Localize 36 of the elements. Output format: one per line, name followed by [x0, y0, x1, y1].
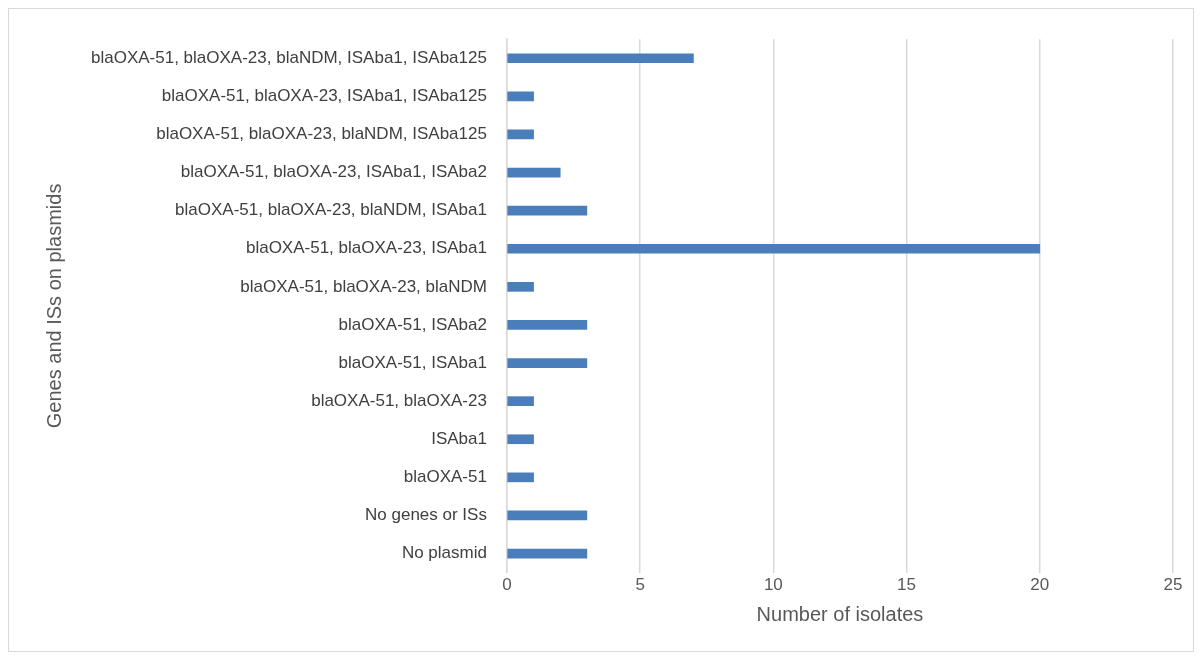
bar: [507, 434, 534, 445]
bar: [507, 282, 534, 292]
bar: [507, 358, 588, 368]
y-tick-label: blaOXA-51, blaOXA-23, ISAba1, ISAba125: [161, 86, 487, 106]
bar: [507, 472, 534, 483]
bar: [507, 396, 534, 406]
bar: [507, 167, 561, 178]
bar: [507, 129, 534, 140]
y-tick-label: No genes or ISs: [365, 505, 487, 525]
x-tick-label: 20: [1030, 575, 1050, 595]
x-tick-label: 0: [502, 575, 512, 595]
bar: [507, 320, 588, 330]
y-tick-label: blaOXA-51, blaOXA-23, ISAba1: [245, 238, 487, 258]
bar: [507, 53, 694, 64]
y-tick-label: blaOXA-51, ISAba1: [338, 352, 487, 372]
y-tick-label: blaOXA-51, blaOXA-23, blaNDM, ISAba1: [175, 200, 487, 220]
y-tick-label: blaOXA-51, blaOXA-23, blaNDM, ISAba125: [156, 124, 487, 144]
bar: [507, 243, 1041, 254]
y-tick-label: blaOXA-51, blaOXA-23, blaNDM, ISAba1, ISAba125: [90, 47, 487, 67]
y-tick-label: blaOXA-51, blaOXA-23, ISAba1, ISAba2: [180, 162, 487, 182]
bar: [507, 205, 588, 216]
x-tick-label: 10: [763, 575, 783, 595]
y-tick-label: blaOXA-51: [403, 467, 487, 487]
y-tick-label: blaOXA-51, blaOXA-23: [311, 390, 487, 410]
x-tick-label: 5: [635, 575, 645, 595]
x-axis-title: Number of isolates: [756, 602, 924, 625]
y-tick-label: blaOXA-51, ISAba2: [338, 314, 487, 334]
bar: [507, 91, 534, 102]
bar: [507, 548, 588, 559]
x-tick-label: 15: [897, 575, 917, 595]
y-tick-label: blaOXA-51, blaOXA-23, blaNDM: [240, 276, 487, 296]
y-tick-label: No plasmid: [401, 543, 487, 563]
x-tick-label: 25: [1163, 575, 1183, 595]
y-tick-label: ISAba1: [431, 428, 487, 448]
bar: [507, 510, 588, 521]
y-axis-title: Genes and ISs on plasmids: [42, 183, 65, 429]
